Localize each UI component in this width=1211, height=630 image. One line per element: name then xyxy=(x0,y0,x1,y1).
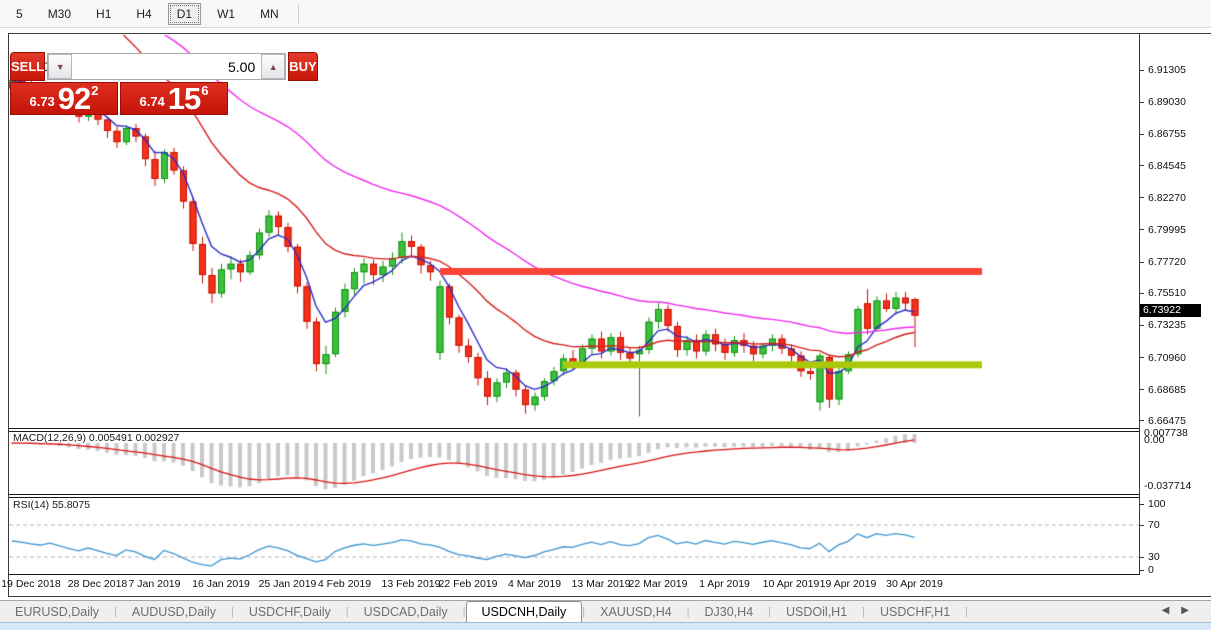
date-axis-label: 10 Apr 2019 xyxy=(762,578,820,590)
rsi-tick-mark xyxy=(1139,569,1144,571)
price-tick-label: 6.89030 xyxy=(1148,96,1186,109)
rsi-axis-label: 70 xyxy=(1148,519,1160,531)
price-tick-mark xyxy=(1139,292,1144,294)
sell-price-point: 2 xyxy=(91,83,99,98)
rsi-indicator-label: RSI(14) 55.8075 xyxy=(13,499,91,511)
quote-divider xyxy=(118,82,120,115)
price-tick-mark xyxy=(1139,133,1144,135)
date-axis-label: 19 Dec 2018 xyxy=(1,578,61,590)
rsi-axis-label: 30 xyxy=(1148,551,1160,563)
price-tick-label: 6.86755 xyxy=(1148,128,1186,141)
tab-dj30-h4[interactable]: DJ30,H4 xyxy=(704,604,754,619)
sell-price-prefix: 6.73 xyxy=(29,94,55,109)
price-tick-label: 6.84545 xyxy=(1148,159,1186,172)
rsi-bottom-border xyxy=(9,574,1140,575)
tab-xauusd-h4[interactable]: XAUUSD,H4 xyxy=(600,604,672,619)
volume-input[interactable] xyxy=(72,54,262,79)
date-axis-label: 19 Apr 2019 xyxy=(819,578,877,590)
rsi-tick-mark xyxy=(1139,524,1144,526)
buy-price-point: 6 xyxy=(201,83,209,98)
macd-axis-label: 0.007738 xyxy=(1144,427,1188,439)
date-axis-label: 4 Mar 2019 xyxy=(507,578,562,590)
date-axis-label: 28 Dec 2018 xyxy=(67,578,128,590)
volume-stepper: ▼ ▲ xyxy=(47,53,287,80)
price-tick-label: 6.66475 xyxy=(1148,414,1186,427)
tab-separator: | xyxy=(230,605,234,618)
date-axis-label: 1 Apr 2019 xyxy=(699,578,750,590)
tab-usdoil-h1[interactable]: USDOil,H1 xyxy=(786,604,848,619)
rsi-tick-mark xyxy=(1139,556,1144,558)
tab-scroll-arrows[interactable]: ◀▶ xyxy=(1162,605,1201,616)
date-axis-label: 13 Mar 2019 xyxy=(571,578,631,590)
price-tick-mark xyxy=(1139,324,1144,326)
macd-rsi-separator[interactable] xyxy=(9,494,1139,498)
buy-price-prefix: 6.74 xyxy=(139,94,165,109)
price-tick-label: 6.70960 xyxy=(1148,351,1186,364)
volume-increase-button[interactable]: ▲ xyxy=(261,54,286,79)
rsi-axis-label: 0 xyxy=(1148,564,1154,576)
tab-usdcnh-daily[interactable]: USDCNH,Daily xyxy=(465,601,583,622)
price-tick-label: 6.91305 xyxy=(1148,64,1186,76)
tab-scroll-right-icon[interactable]: ▶ xyxy=(1181,605,1201,616)
tab-separator: | xyxy=(114,605,117,618)
price-tick-mark xyxy=(1139,165,1144,167)
macd-axis-label: -0.037714 xyxy=(1144,480,1192,492)
tab-usdchf-daily[interactable]: USDCHF,Daily xyxy=(248,604,331,619)
date-axis-label: 7 Jan 2019 xyxy=(128,578,181,590)
tab-separator: | xyxy=(862,605,866,618)
main-macd-separator[interactable] xyxy=(9,428,1139,432)
volume-decrease-button[interactable]: ▼ xyxy=(48,54,73,79)
sell-price-quote[interactable]: 6.73 92 2 xyxy=(10,82,118,115)
tab-separator: | xyxy=(768,605,772,618)
price-tick-label: 6.68685 xyxy=(1148,383,1186,396)
tab-eurusd-daily[interactable]: EURUSD,Daily xyxy=(15,604,100,619)
date-axis-label: 22 Feb 2019 xyxy=(438,578,498,590)
date-axis-label: 16 Jan 2019 xyxy=(192,578,250,590)
tab-usdcad-daily[interactable]: USDCAD,Daily xyxy=(363,604,448,619)
price-axis-border xyxy=(1139,34,1140,574)
rsi-axis-label: 100 xyxy=(1148,498,1166,510)
date-axis-label: 22 Mar 2019 xyxy=(628,578,688,590)
tab-separator: | xyxy=(965,605,969,618)
buy-button[interactable]: BUY xyxy=(288,52,318,81)
price-tick-mark xyxy=(1139,69,1144,71)
buy-price-quote[interactable]: 6.74 15 6 xyxy=(120,82,228,115)
price-tick-mark xyxy=(1139,357,1144,359)
sell-button[interactable]: SELL xyxy=(10,52,46,81)
price-tick-label: 6.75510 xyxy=(1148,287,1186,300)
chart-tab-bar: ◀▶ EURUSD,Daily | AUDUSD,Daily | USDCHF,Dail… xyxy=(0,600,1211,623)
date-axis-label: 30 Apr 2019 xyxy=(886,578,943,590)
tab-usdchf-h1[interactable]: USDCHF,H1 xyxy=(880,604,951,619)
price-tick-label: 6.79995 xyxy=(1148,223,1186,236)
price-tick-label: 6.77720 xyxy=(1148,256,1186,269)
buy-price-pips: 15 xyxy=(167,81,201,116)
date-axis-label: 13 Feb 2019 xyxy=(381,578,441,590)
price-tick-mark xyxy=(1139,420,1144,422)
tab-audusd-daily[interactable]: AUDUSD,Daily xyxy=(131,604,216,619)
tab-separator: | xyxy=(686,605,690,618)
price-tick-label: 6.82270 xyxy=(1148,191,1186,204)
one-click-trading-panel: SELL ▼ ▲ BUY 6.73 92 2 6.74 15 6 xyxy=(10,52,318,115)
price-tick-mark xyxy=(1139,197,1144,199)
rsi-tick-mark xyxy=(1139,503,1144,505)
price-tick-mark xyxy=(1139,229,1144,231)
price-tick-mark xyxy=(1139,389,1144,391)
tab-scroll-left-icon[interactable]: ◀ xyxy=(1161,605,1182,616)
date-axis-label: 4 Feb 2019 xyxy=(317,578,372,590)
current-price-tag: 6.73922 xyxy=(1140,303,1201,317)
price-tick-mark xyxy=(1139,261,1144,263)
price-tick-mark xyxy=(1139,101,1144,103)
window-bottom-strip xyxy=(0,622,1211,630)
macd-axis-label: 0.00 xyxy=(1144,434,1165,446)
sell-price-pips: 92 xyxy=(57,81,91,116)
tab-separator: | xyxy=(345,605,349,618)
tab-separator: | xyxy=(582,605,586,618)
date-axis-label: 25 Jan 2019 xyxy=(258,578,317,590)
tab-separator: | xyxy=(462,605,466,618)
price-tick-label: 6.73235 xyxy=(1148,319,1186,332)
macd-indicator-label: MACD(12,26,9) 0.005491 0.002927 xyxy=(13,432,180,444)
